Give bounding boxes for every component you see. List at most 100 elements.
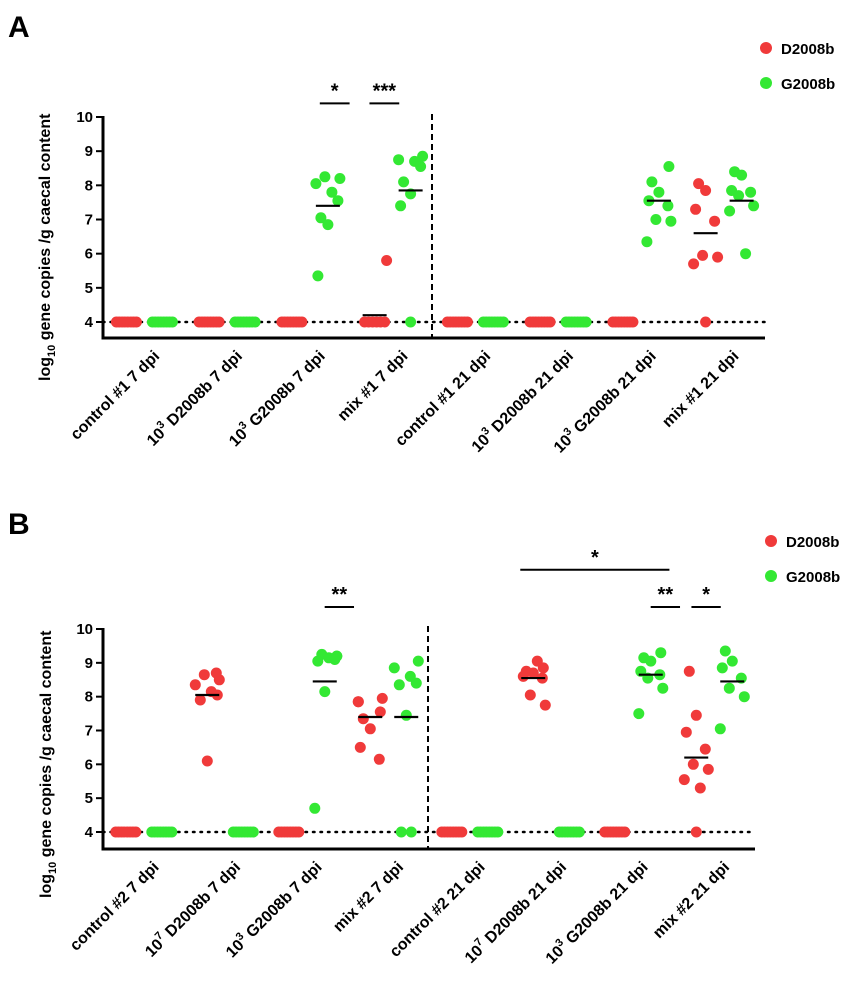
- panel-a-point-d2008b: [544, 316, 556, 328]
- panel-b-point-g2008b: [329, 654, 341, 665]
- panel-b-point-g2008b: [312, 655, 324, 667]
- panel-b-point-g2008b: [388, 662, 400, 674]
- panel-b-point-g2008b: [573, 826, 585, 838]
- panel-a-point-g2008b: [653, 186, 665, 198]
- panel-b-y-tick-label: 10: [76, 621, 93, 638]
- panel-a-point-d2008b: [690, 203, 702, 215]
- panel-b-point-g2008b: [723, 682, 735, 694]
- panel-b-point-d2008b: [683, 665, 695, 677]
- panel-b-point-g2008b: [395, 826, 407, 838]
- panel-a-point-g2008b: [398, 176, 410, 188]
- panel-b-point-d2008b: [702, 763, 714, 775]
- panel-a-point-d2008b: [693, 178, 705, 190]
- panel-b-point-d2008b: [293, 826, 305, 838]
- panel-a-significance-label: *: [331, 80, 339, 102]
- panel-a-point-g2008b: [334, 173, 346, 184]
- panel-b-point-g2008b: [410, 677, 422, 689]
- panel-b-y-tick-label: 9: [85, 655, 93, 672]
- panel-b-point-d2008b: [517, 670, 529, 682]
- panel-b-point-d2008b: [194, 694, 206, 706]
- panel-b-point-g2008b: [714, 723, 726, 735]
- panel-a-point-g2008b: [740, 248, 752, 260]
- panel-a-point-g2008b: [663, 161, 675, 172]
- panel-a-x-tick-label: mix #1 7 dpi: [335, 348, 412, 425]
- panel-a-point-d2008b: [700, 185, 712, 196]
- panel-b-x-tick-label: mix #2 21 dpi: [650, 859, 733, 942]
- panel-a-point-g2008b: [724, 205, 736, 217]
- panel-a-point-g2008b: [315, 212, 327, 224]
- panel-a-letter: A: [8, 11, 30, 44]
- panel-b-point-g2008b: [716, 662, 728, 674]
- panel-a-point-g2008b: [662, 200, 674, 212]
- panel-b-point-d2008b: [130, 826, 142, 838]
- panel-a-y-tick-label: 8: [85, 177, 93, 194]
- panel-b-y-tick-label: 8: [85, 689, 93, 706]
- panel-a-point-g2008b: [326, 186, 338, 198]
- panel-b-point-d2008b: [678, 774, 690, 786]
- panel-b-y-tick-label: 6: [85, 756, 93, 773]
- legend-a-dot-g2008b: [760, 77, 772, 89]
- panel-b-point-g2008b: [309, 802, 321, 814]
- panel-a-y-tick-label: 4: [85, 314, 94, 331]
- panel-a-point-g2008b: [405, 316, 417, 328]
- panel-a-point-g2008b: [580, 316, 592, 328]
- panel-a-point-d2008b: [627, 316, 639, 328]
- panel-a-point-d2008b: [213, 316, 225, 328]
- panel-a-x-tick-label: control #1 7 dpi: [68, 348, 164, 444]
- panel-a-point-g2008b: [497, 316, 509, 328]
- panel-a-y-tick-label: 9: [85, 143, 93, 160]
- panel-b-point-d2008b: [690, 709, 702, 721]
- panel-a-point-g2008b: [733, 190, 745, 202]
- panel-b-y-axis-label: log10 gene copies /g caecal content: [38, 630, 59, 898]
- panel-a-y-tick-label: 7: [85, 212, 93, 229]
- legend-b-dot-d2008b: [765, 535, 777, 547]
- panel-a-point-g2008b: [249, 316, 261, 328]
- panel-b-point-g2008b: [247, 826, 259, 838]
- panel-a-point-g2008b: [748, 200, 760, 212]
- panel-a-point-g2008b: [736, 169, 748, 181]
- panel-b-point-g2008b: [405, 826, 417, 838]
- panel-b-point-g2008b: [319, 686, 331, 698]
- panel-a-point-d2008b: [379, 316, 391, 328]
- panel-b-x-tick-label: control #2 7 dpi: [67, 859, 163, 955]
- legend-a-dot-d2008b: [760, 42, 772, 54]
- panel-a-point-g2008b: [745, 186, 757, 198]
- panel-b-point-d2008b: [619, 826, 631, 838]
- panel-b-point-d2008b: [354, 741, 366, 753]
- panel-a-point-g2008b: [332, 195, 344, 207]
- panel-b-point-d2008b: [694, 782, 706, 794]
- legend-b-dot-g2008b: [765, 570, 777, 582]
- legend-b: D2008b G2008b: [765, 534, 840, 586]
- panel-a-x-tick-label: mix #1 21 dpi: [659, 348, 742, 431]
- panel-b-point-g2008b: [400, 709, 412, 721]
- panel-a-point-g2008b: [395, 200, 407, 212]
- legend-a-label-d2008b: D2008b: [781, 41, 834, 58]
- panel-b-point-d2008b: [373, 753, 385, 765]
- panel-a-point-g2008b: [319, 171, 331, 183]
- legend-a: D2008b G2008b: [760, 41, 835, 93]
- panel-b-point-d2008b: [687, 758, 699, 770]
- panel-a-point-g2008b: [646, 176, 658, 188]
- panel-a-y-tick-label: 10: [76, 109, 93, 126]
- panel-a-point-d2008b: [712, 251, 724, 263]
- panel-a-y-tick-label: 6: [85, 246, 93, 263]
- panel-b-y-tick-label: 5: [85, 790, 93, 807]
- panel-a-point-g2008b: [312, 270, 324, 282]
- panel-a-point-d2008b: [130, 316, 142, 328]
- panel-b-point-g2008b: [645, 655, 657, 667]
- panel-b-point-d2008b: [198, 669, 210, 681]
- panel-a-point-g2008b: [310, 178, 322, 190]
- panel-b-point-d2008b: [527, 667, 539, 679]
- panel-b-point-g2008b: [719, 645, 731, 657]
- panel-b-point-g2008b: [412, 655, 424, 667]
- panel-b-letter: B: [8, 508, 30, 541]
- panel-b-point-d2008b: [376, 692, 388, 704]
- panel-a-point-g2008b: [322, 219, 334, 231]
- panel-b-point-d2008b: [213, 674, 225, 686]
- legend-a-label-g2008b: G2008b: [781, 76, 835, 93]
- panel-a-point-d2008b: [381, 255, 393, 266]
- panel-a-point-d2008b: [709, 215, 721, 227]
